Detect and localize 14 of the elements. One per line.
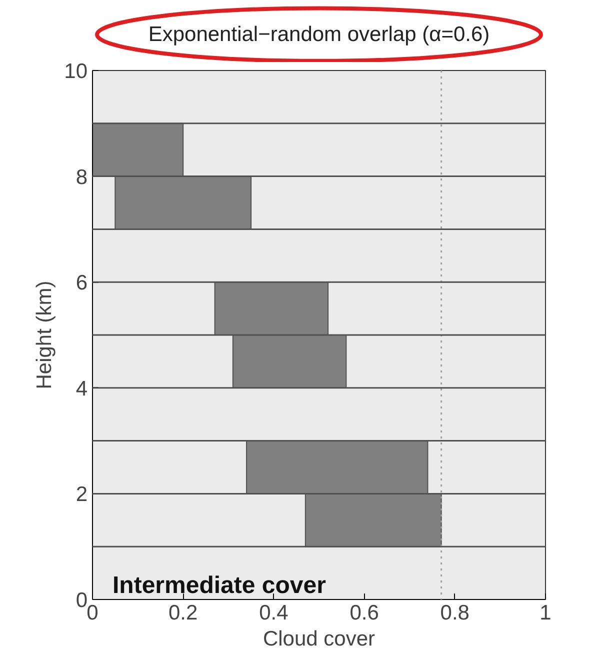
annotation: Intermediate cover (112, 572, 326, 599)
x-tick-label: 0.2 (168, 602, 198, 624)
x-axis-title: Cloud cover (262, 628, 376, 650)
x-tick-label: 1 (540, 602, 552, 624)
x-tick-label: 0.8 (440, 602, 470, 624)
y-tick-label: 6 (76, 272, 88, 295)
chart-title: Exponential−random overlap (α=0.6) (148, 23, 490, 46)
y-tick-label: 8 (76, 166, 88, 189)
x-tick-label: 0.6 (350, 602, 379, 624)
y-axis-title: Height (km) (33, 280, 56, 390)
y-tick-label: 2 (76, 483, 88, 506)
y-tick-label: 10 (64, 60, 88, 83)
x-tick-label: 0.4 (259, 602, 289, 624)
y-tick-label: 4 (76, 377, 88, 400)
